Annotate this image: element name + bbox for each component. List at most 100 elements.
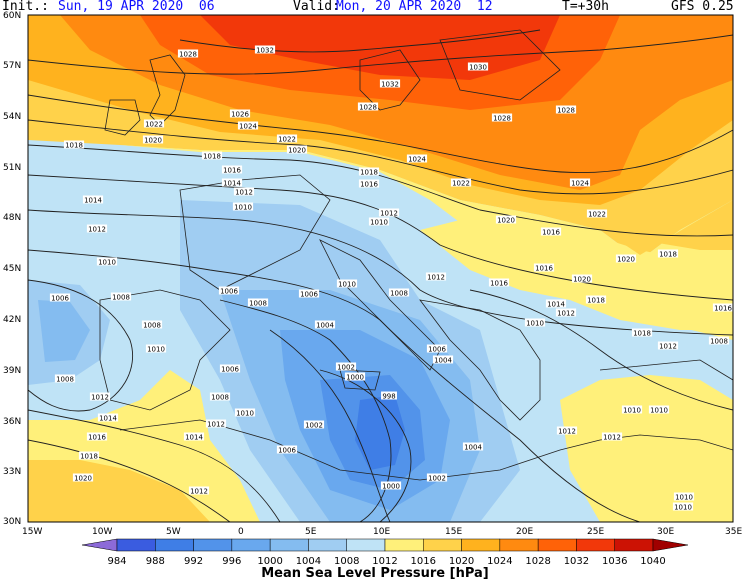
isobar-label-bg [188, 486, 210, 495]
isobar-label-bg [82, 195, 104, 204]
isobar-label: 1028 [179, 51, 197, 59]
isobar-label-bg [712, 303, 734, 312]
colorbar-swatches [81, 538, 689, 552]
isobar-label-bg [450, 178, 472, 187]
colorbar-max-arrow [652, 538, 689, 552]
isobar-label: 1018 [587, 297, 605, 305]
isobar-label: 1032 [381, 81, 399, 89]
isobar-label: 1004 [434, 357, 452, 365]
isobar-label-bg [232, 202, 254, 211]
lat-label: 33N [3, 467, 21, 477]
colorbar-title: Mean Sea Level Pressure [hPa] [261, 566, 489, 580]
isobar-label-bg [86, 432, 108, 441]
lat-label: 30N [3, 517, 21, 527]
isobar-label: 1010 [675, 494, 693, 502]
colorbar-tick-label: 1036 [602, 556, 627, 567]
longitude-axis: 15W 10W 5W 0 5E 10E 15E 20E 25E 30E 35E [22, 527, 742, 537]
isobar-label: 1016 [490, 280, 508, 288]
isobar-label-bg [219, 364, 241, 373]
isobar-labels: 1032 1028 1032 1030 1028 1028 1028 1026 1024 1022… [49, 45, 734, 512]
isobar-label: 1000 [346, 374, 364, 382]
isobar-label: 1010 [98, 259, 116, 267]
colorbar-swatch [423, 538, 462, 552]
lon-label: 10W [92, 527, 112, 537]
colorbar-swatch [116, 538, 156, 552]
isobar-label-bg [276, 445, 298, 454]
isobar-label-bg [89, 392, 111, 401]
isobar-label-bg [488, 278, 510, 287]
isobar-label-bg [571, 274, 593, 283]
lat-label: 45N [3, 264, 21, 274]
init-value: Sun, 19 APR 2020 06 [58, 0, 215, 14]
colorbar-tick-label: 992 [184, 556, 203, 567]
isobar-label-bg [72, 473, 94, 482]
isobar-label: 1006 [278, 447, 296, 455]
isobar-label: 1002 [337, 364, 355, 372]
isobar-label: 1022 [145, 121, 163, 129]
isobar-label: 1020 [144, 137, 162, 145]
colorbar-swatch [461, 538, 501, 552]
isobar-label-bg [218, 286, 240, 295]
isobar-label-bg [425, 272, 447, 281]
isobar-label-bg [381, 391, 397, 400]
isobar-label-bg [96, 257, 118, 266]
isobar-label: 1004 [464, 444, 482, 452]
isobar-label: 1012 [235, 189, 253, 197]
isobar-label: 1030 [469, 64, 487, 72]
isobar-label: 1016 [714, 305, 732, 313]
lon-label: 20E [516, 527, 533, 537]
isobar-label-bg [177, 49, 199, 58]
isobar-label-bg [221, 165, 243, 174]
isobar-label-bg [708, 336, 730, 345]
isobar-label: 1022 [278, 136, 296, 144]
lat-label: 54N [3, 112, 21, 122]
isobar-label: 1012 [557, 310, 575, 318]
isobar-label-bg [276, 134, 298, 143]
isobar-label: 1008 [112, 294, 130, 302]
isobar-label: 1016 [223, 167, 241, 175]
isobar-label: 1004 [316, 322, 334, 330]
isobar-label-bg [615, 254, 637, 263]
colorbar-swatch [614, 538, 654, 552]
isobar-label: 1008 [143, 322, 161, 330]
isobar-label-bg [555, 105, 577, 114]
isobar-label: 1012 [603, 434, 621, 442]
isobar-label-bg [286, 145, 308, 154]
isobar-label: 1010 [623, 407, 641, 415]
isobar-label: 1022 [452, 180, 470, 188]
valid-label: Valid: [293, 0, 340, 14]
isobar-label-bg [601, 432, 623, 441]
isobar-label: 1008 [56, 376, 74, 384]
isobar-label: 1014 [84, 197, 102, 205]
isobar-label-bg [555, 308, 577, 317]
isobar-label-bg [406, 154, 428, 163]
isobar-label: 1006 [428, 346, 446, 354]
colorbar-swatch [193, 538, 233, 552]
colorbar-tick-label: 1040 [640, 556, 665, 567]
isobar-label-bg [336, 279, 358, 288]
isobar-label: 1028 [359, 104, 377, 112]
lat-label: 39N [3, 366, 21, 376]
isobar-label-bg [657, 249, 679, 258]
lon-label: 15W [22, 527, 42, 537]
isobar-label: 1012 [659, 343, 677, 351]
isobar-label: 1008 [249, 300, 267, 308]
isobar-label: 1010 [650, 407, 668, 415]
lon-label: 15E [445, 527, 462, 537]
isobar-label: 1016 [360, 181, 378, 189]
isobar-label: 1012 [427, 274, 445, 282]
isobar-label-bg [358, 167, 380, 176]
colorbar-tick-label: 1020 [449, 556, 474, 567]
lat-label: 36N [3, 417, 21, 427]
isobar-label-bg [462, 442, 484, 451]
isobar-label-bg [110, 292, 132, 301]
lat-label: 57N [3, 61, 21, 71]
isobar-label-bg [209, 392, 231, 401]
isobar-label-bg [298, 289, 320, 298]
isobar-label-bg [432, 355, 454, 364]
lon-label: 5W [166, 527, 181, 537]
isobar-label: 1002 [305, 422, 323, 430]
isobar-label: 1012 [190, 488, 208, 496]
colorbar-tick-label: 996 [222, 556, 241, 567]
lon-label: 5E [305, 527, 317, 537]
